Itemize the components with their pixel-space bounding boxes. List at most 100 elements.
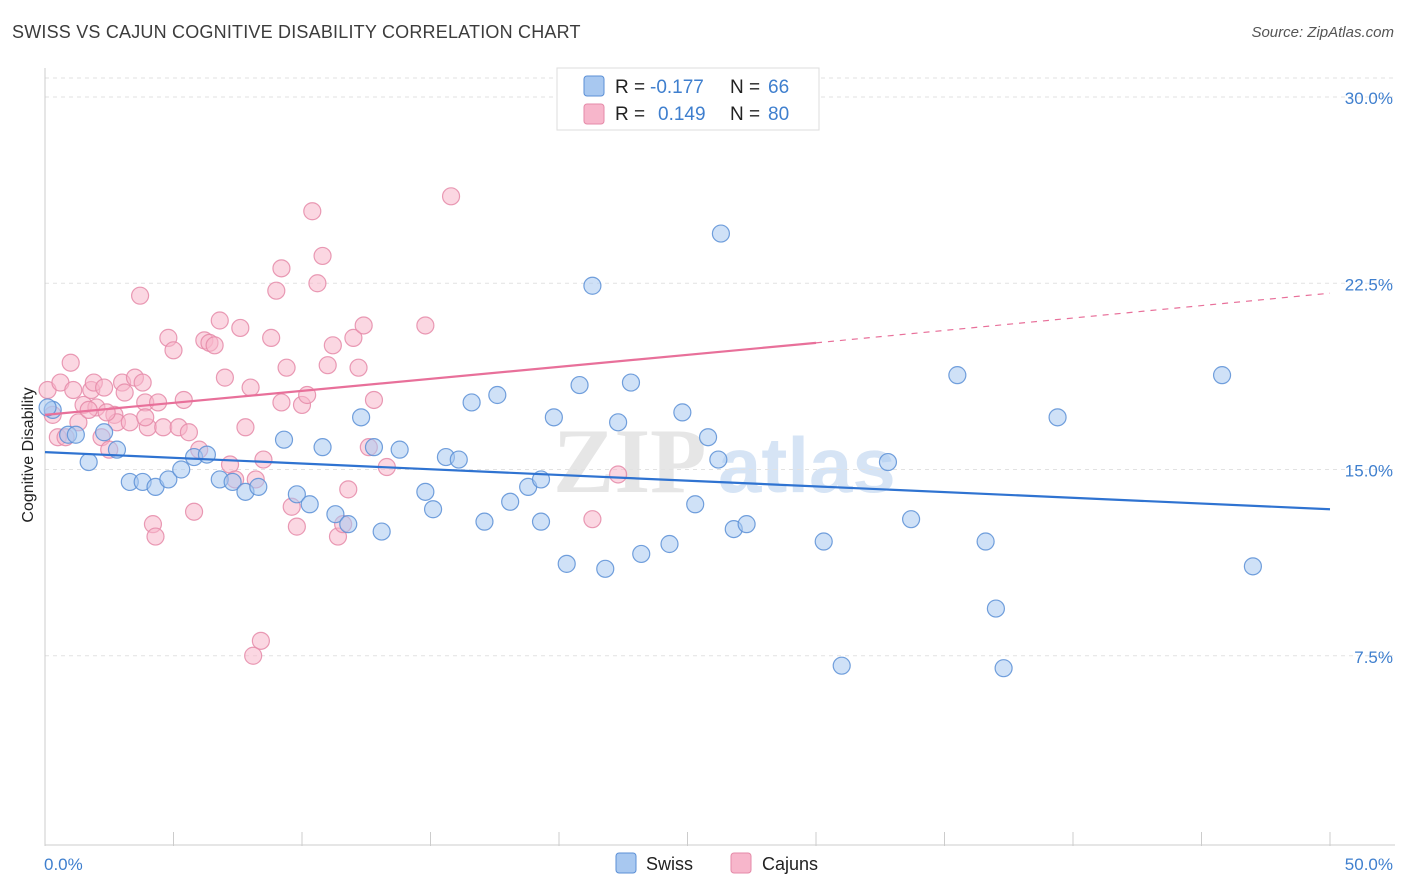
y-tick-label: 30.0% xyxy=(1345,89,1393,108)
cajun-point xyxy=(236,418,255,437)
legend-r-label-cajuns: R = xyxy=(615,104,645,125)
cajun-point xyxy=(262,328,281,347)
cajun-point xyxy=(231,318,250,338)
cajun-point xyxy=(609,465,628,484)
swiss-point xyxy=(287,485,306,504)
swiss-point xyxy=(832,656,851,675)
bottom-swatch-cajuns xyxy=(730,852,752,874)
swiss-point xyxy=(352,408,371,427)
cajun-point xyxy=(354,316,373,335)
gridlines xyxy=(45,77,1395,657)
swiss-point xyxy=(948,366,967,385)
cajun-point xyxy=(323,336,342,355)
swiss-point xyxy=(609,413,628,432)
legend-r-value-cajuns: 0.149 xyxy=(658,104,706,125)
cajun-point xyxy=(97,403,116,422)
swiss-point xyxy=(986,599,1006,618)
swiss-point xyxy=(596,559,615,578)
swiss-point xyxy=(544,408,563,427)
swiss-point xyxy=(1048,408,1067,427)
swiss-point xyxy=(462,393,481,412)
cajun-point xyxy=(95,378,114,397)
swiss-point xyxy=(557,554,576,573)
swiss-point xyxy=(901,510,921,529)
cajun-point xyxy=(215,368,234,387)
cajun-point xyxy=(64,380,83,400)
swiss-point xyxy=(621,373,641,392)
cajun-point xyxy=(267,281,286,300)
y-tick-label: 15.0% xyxy=(1345,462,1393,481)
swiss-point xyxy=(737,515,756,534)
swiss-point xyxy=(570,375,589,395)
swiss-point xyxy=(501,492,520,511)
swiss-point xyxy=(159,470,178,489)
cajun-point xyxy=(164,341,183,360)
cajun-point xyxy=(349,358,368,377)
swiss-point xyxy=(976,532,995,551)
cajun-point xyxy=(303,202,322,221)
cajun-point xyxy=(244,646,263,665)
cajun-point xyxy=(115,383,134,402)
cajun-point xyxy=(583,510,602,529)
cajun-point xyxy=(130,286,150,305)
cajun-point xyxy=(179,423,199,442)
source-label: Source: ZipAtlas.com xyxy=(1251,24,1394,41)
swiss-point xyxy=(449,450,468,469)
swiss-point xyxy=(249,477,268,496)
swiss-point xyxy=(673,403,692,422)
series-legend: Swiss Cajuns xyxy=(615,852,818,874)
legend-r-label-swiss: R = xyxy=(615,77,645,98)
swiss-point xyxy=(339,515,358,534)
legend-swatch-cajuns xyxy=(583,103,605,125)
y-axis-title: Cognitive Disability xyxy=(20,387,37,522)
swiss-point xyxy=(274,430,294,449)
watermark-zip: ZIP xyxy=(553,410,706,512)
bottom-swatch-swiss xyxy=(615,852,637,874)
swiss-point xyxy=(686,495,705,514)
chart-title: SWISS VS CAJUN COGNITIVE DISABILITY CORR… xyxy=(12,22,581,42)
cajun-point xyxy=(441,187,461,206)
swiss-point xyxy=(660,534,679,554)
y-tick-label: 7.5% xyxy=(1354,648,1393,667)
cajun-point xyxy=(416,316,435,335)
cajun-trend-extension xyxy=(815,292,1331,344)
swiss-point xyxy=(390,440,409,459)
swiss-point xyxy=(326,505,345,524)
cajun-point xyxy=(364,390,384,410)
cajun-point xyxy=(339,480,358,499)
swiss-point xyxy=(66,425,85,444)
cajun-point xyxy=(277,358,296,377)
swiss-point xyxy=(300,495,319,514)
swiss-point xyxy=(583,276,602,295)
cajun-point xyxy=(205,336,224,355)
x-tick-label: 50.0% xyxy=(1345,855,1393,874)
cajun-point xyxy=(241,378,260,397)
legend-swatch-swiss xyxy=(583,75,605,97)
legend-n-label-cajuns: N = xyxy=(730,104,760,125)
legend-n-value-cajuns: 80 xyxy=(768,104,789,125)
swiss-point xyxy=(632,544,651,564)
swiss-point xyxy=(1243,557,1263,576)
cajun-point xyxy=(146,527,165,546)
cajun-point xyxy=(174,390,193,410)
cajun-point xyxy=(133,373,152,392)
cajun-point xyxy=(254,450,273,469)
swiss-point xyxy=(107,440,127,459)
axes: 7.5% 15.0% 22.5% 30.0% 0.0% 50.0% xyxy=(44,68,1395,874)
swiss-point xyxy=(994,659,1013,678)
swiss-point xyxy=(711,224,731,243)
swiss-point xyxy=(814,532,833,551)
swiss-point xyxy=(698,428,718,447)
swiss-point xyxy=(313,438,332,457)
cajun-point xyxy=(120,413,139,432)
scatter-points xyxy=(38,187,1263,678)
cajun-point xyxy=(148,393,168,412)
swiss-point xyxy=(878,452,898,472)
cajun-trend-line xyxy=(44,341,817,416)
legend-n-label-swiss: N = xyxy=(730,77,760,98)
swiss-point xyxy=(364,438,384,457)
cajun-point xyxy=(308,274,327,293)
swiss-point xyxy=(223,472,242,492)
swiss-point xyxy=(709,450,728,469)
